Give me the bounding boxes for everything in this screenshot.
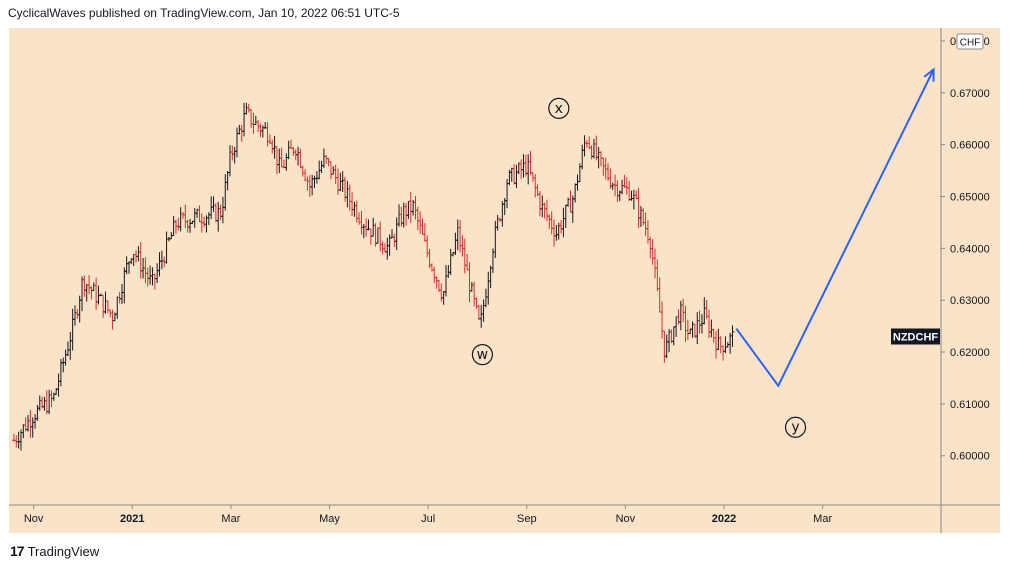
wave-label-y: y: [784, 416, 807, 438]
publish-header: CyclicalWaves published on TradingView.c…: [8, 6, 400, 20]
wave-circle: [548, 97, 570, 119]
plot-background: [9, 28, 941, 505]
time-tick-label: Sep: [517, 513, 537, 525]
wave-labels: w x y: [471, 97, 807, 438]
time-tick-label: Mar: [813, 513, 832, 525]
wave-label-x: x: [548, 97, 570, 119]
axis-badges: NZDCHF CHF: [891, 33, 984, 345]
projection-arrowhead: [923, 67, 935, 82]
time-axis: Nov 2021 Mar May Jul Sep Nov 2022 Mar: [24, 505, 832, 525]
tradingview-logo-text: TradingView: [27, 543, 100, 559]
ohlc-bars: [11, 102, 735, 451]
currency-badge: CHF: [956, 33, 984, 50]
wave-circle: [471, 344, 493, 366]
tradingview-logo[interactable]: 17 TradingView: [10, 543, 99, 559]
wave-text: x: [555, 101, 563, 117]
price-axis-background[interactable]: [941, 28, 1000, 505]
projection-path: [735, 67, 935, 388]
price-tick-label: 0.61000: [950, 399, 990, 411]
price-tick-label: 0.67000: [950, 88, 990, 100]
symbol-badge-text: NZDCHF: [893, 331, 938, 343]
tradingview-logo-icon: 17: [10, 543, 25, 559]
wave-text: y: [791, 420, 799, 436]
price-tick-label: 0.64000: [950, 243, 990, 255]
time-axis-background[interactable]: [9, 505, 1000, 533]
time-tick-label: Mar: [221, 513, 240, 525]
time-tick-label: Nov: [616, 513, 636, 525]
wave-circle: [784, 416, 807, 438]
time-tick-label: 2021: [120, 513, 144, 525]
time-tick-label: May: [319, 513, 340, 525]
price-tick-label: 0.65000: [950, 192, 990, 204]
currency-badge-text: CHF: [960, 38, 981, 49]
time-tick-label: Nov: [24, 513, 44, 525]
price-tick-label: 0.66000: [950, 140, 990, 152]
wave-text: w: [477, 347, 488, 363]
wave-label-w: w: [471, 344, 493, 366]
price-tick-label: 0.63000: [950, 295, 990, 307]
time-tick-label: Jul: [421, 513, 435, 525]
price-tick-label: 0.60000: [950, 451, 990, 463]
ohlc-bar: [730, 325, 735, 347]
time-tick-label: 2022: [712, 513, 736, 525]
projection-line: [735, 69, 935, 388]
symbol-badge: NZDCHF: [891, 328, 940, 345]
price-tick-label: 0.62000: [950, 347, 990, 359]
